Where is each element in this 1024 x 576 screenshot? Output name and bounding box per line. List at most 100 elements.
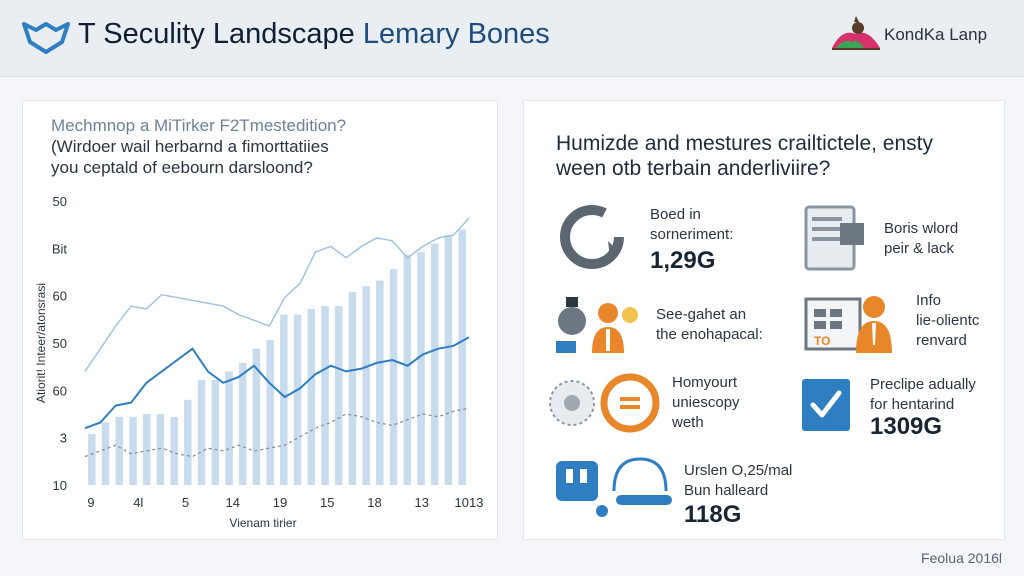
chart-bar (348, 291, 357, 485)
y-tick-label: 50 (53, 336, 67, 351)
document-window-icon (804, 205, 864, 271)
stat-label: Info (916, 292, 942, 309)
chart-bar (266, 340, 274, 485)
chart-bar (389, 269, 398, 485)
stat-card: Urslen O,25/mal Bun halleard 118G (554, 455, 834, 528)
y-tick-label: Bit (52, 241, 68, 256)
shield-logo-icon (22, 22, 70, 54)
chart-bar (430, 243, 439, 485)
stat-card: TO Info lie-olientc renvard (804, 291, 1004, 361)
stat-label: sorneriment: (650, 226, 734, 243)
chart-bar (170, 416, 178, 485)
refresh-ring-icon (560, 205, 624, 269)
stat-value: 1309G (870, 413, 943, 440)
footer-credit: Feolua 2016l (921, 550, 1002, 566)
title-part-2: Lemary Bones (362, 18, 550, 50)
x-tick-label: 18 (367, 495, 381, 510)
chart-series-line (84, 407, 470, 458)
x-tick-label: 4l (133, 495, 143, 510)
x-tick-label: 13 (415, 495, 429, 510)
stat-label: the enohapacal: (656, 326, 763, 343)
stat-label: uniescopy (672, 394, 740, 411)
y-tick-label: 60 (53, 289, 67, 304)
left-chart-panel: Mechmnop a MiTirker F2Tmestedition? (Wir… (22, 100, 498, 540)
x-tick-label: 15 (320, 495, 334, 510)
stat-label: Boed in (650, 206, 701, 223)
x-axis-label: Vienam tirier (229, 516, 296, 530)
stat-label: renvard (916, 332, 967, 349)
stats-question-line-2: ween otb terbain anderliviire? (556, 157, 831, 180)
stat-card: Boris wlord peir & lack (804, 205, 994, 275)
stat-card: Homyourt uniescopy weth (548, 373, 788, 439)
question-line-3: you ceptald of eebourn darsloond? (51, 158, 313, 177)
stats-question-line-1: Humizde and mestures crailtictele, ensty (556, 132, 933, 155)
chart-bar (184, 399, 192, 485)
title-part-1: T Seculity Landscape (78, 18, 355, 50)
stats-question: Humizde and mestures crailtictele, ensty… (556, 131, 986, 181)
trend-chart: 50 Bit 60 50 60 3 10 9 4l 5 14 19 15 18 13 1013 Vienam t… (34, 194, 484, 530)
chart-bar (307, 308, 316, 485)
stat-label: See-gahet an (656, 306, 747, 323)
presenter-board-icon: TO (804, 296, 892, 353)
chart-bar (238, 362, 247, 485)
question-line-1: Mechmnop a MiTirker F2Tmestedition? (51, 116, 347, 135)
chart-question: Mechmnop a MiTirker F2Tmestedition? (Wir… (51, 115, 491, 178)
chart-bar (403, 254, 412, 485)
x-tick-label: 1013 (455, 495, 484, 510)
stat-label: for hentarind (870, 396, 955, 413)
stat-label: Bun halleard (684, 482, 769, 499)
chart-bar (115, 416, 124, 485)
stat-label: Urslen O,25/mal (684, 462, 793, 479)
stat-label: peir & lack (884, 240, 955, 257)
y-tick-label: 50 (53, 194, 67, 209)
people-robot-icon (556, 297, 638, 353)
stat-card: See-gahet an the enohapacal: (552, 293, 802, 359)
chart-bar (142, 414, 151, 485)
checkbox-icon (802, 379, 850, 431)
chart-bar (334, 306, 343, 485)
y-axis-label: Atiorit! Inteer/atonsrasi (34, 283, 48, 403)
stat-card: Preclipe adually for hentarind 1309G (800, 376, 1000, 447)
y-tick-label: 10 (53, 478, 67, 493)
chart-bar (252, 348, 261, 485)
x-tick-label: 9 (87, 495, 94, 510)
chart-bar (362, 286, 370, 485)
stat-card: Boed in sorneriment: 1,29G (556, 201, 746, 274)
stat-label: Boris wlord (884, 220, 959, 237)
y-tick-label: 3 (60, 431, 67, 446)
header-bar: T Seculity Landscape Lemary Bones KondKa… (0, 0, 1024, 77)
stat-value: 118G (684, 501, 742, 528)
brand-mascot-icon (832, 16, 880, 50)
stat-label: Homyourt (672, 374, 738, 391)
chart-bar (225, 371, 233, 485)
page-title: T Seculity Landscape Lemary Bones (78, 18, 550, 51)
clock-equals-icon (549, 373, 660, 433)
x-tick-label: 19 (273, 495, 287, 510)
chart-bar (280, 314, 288, 485)
stat-value: 1,29G (650, 247, 716, 274)
chart-bar (129, 416, 137, 485)
chart-bar (88, 433, 96, 485)
chart-bar (321, 306, 329, 485)
chart-bar (417, 252, 425, 485)
question-line-2: (Wirdoer wail herbarnd a fimorttatiies (51, 137, 329, 156)
chart-bar (458, 229, 466, 485)
right-stats-panel: Humizde and mestures crailtictele, ensty… (523, 100, 1005, 540)
brand-name: KondKa Lanp (884, 25, 988, 44)
chart-bar (156, 414, 165, 485)
stat-label: lie-olientc (916, 312, 980, 329)
chart-bar (376, 280, 384, 485)
chart-series-line (84, 217, 470, 372)
chart-bar (101, 422, 110, 485)
chart-bar (211, 379, 220, 485)
y-tick-label: 60 (53, 383, 67, 398)
chart-bar (444, 235, 453, 485)
stat-label: Preclipe adually (870, 376, 976, 393)
x-tick-label: 5 (182, 495, 189, 510)
chat-headset-icon (556, 457, 672, 517)
x-tick-label: 14 (226, 495, 240, 510)
chart-bar (293, 314, 302, 485)
chart-bar (197, 379, 206, 485)
chart-series-line (84, 336, 470, 430)
stat-label: weth (672, 414, 704, 431)
